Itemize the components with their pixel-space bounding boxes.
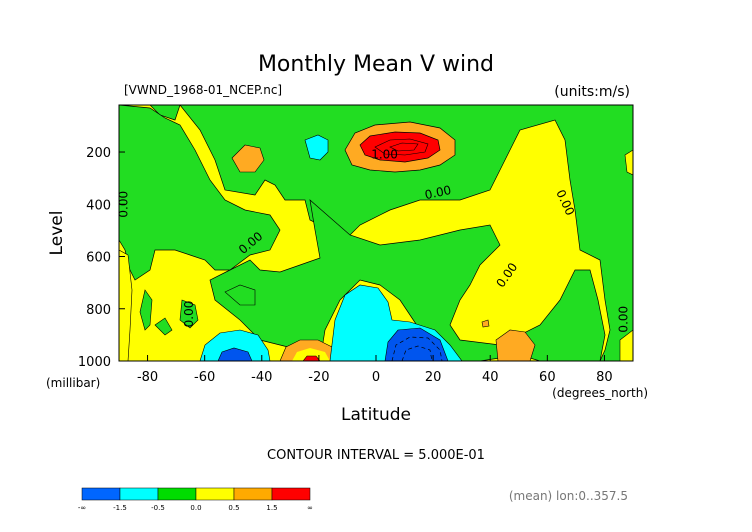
colorbar-swatch <box>271 487 311 501</box>
contour-jet-2 <box>389 142 419 152</box>
x-tick-label: -80 <box>137 370 158 385</box>
footer-text: (mean) lon:0..357.5 <box>509 489 628 503</box>
field-green-spot-d <box>224 284 256 306</box>
colorbar: -∞ -1.5 -0.5 0.0 0.5 1.5 ∞ <box>78 487 313 512</box>
field-yellow-left <box>119 249 133 361</box>
contour-dashed-b <box>401 345 433 361</box>
colorbar-label: 0.5 <box>228 504 239 512</box>
colorbar-label: ∞ <box>307 504 313 512</box>
x-tick-label: -60 <box>194 370 215 385</box>
field-green-mid <box>209 199 606 361</box>
contour-interval-text: CONTOUR INTERVAL = 5.000E-01 <box>267 448 485 463</box>
x-tick-label: 60 <box>539 370 556 385</box>
y-tick-label: 800 <box>86 303 111 318</box>
field-green-spot-c <box>154 317 173 336</box>
field-yellow-bottom-right <box>619 329 633 361</box>
field-orange-small <box>481 319 490 328</box>
contour-label: 1.00 <box>371 148 398 162</box>
field-yellow-in-orange <box>292 348 330 361</box>
field-cyan-top <box>304 134 329 161</box>
x-tick-label: -40 <box>251 370 272 385</box>
x-tick-label: 0 <box>372 370 380 385</box>
y-units-label: (millibar) <box>46 376 100 390</box>
y-tick-label: 200 <box>86 146 111 161</box>
field-orange-upper-left <box>231 144 265 173</box>
plot-area: 0.000.000.001.000.000.000.000.00 <box>119 105 633 361</box>
x-units-label: (degrees_north) <box>552 386 648 400</box>
colorbar-label: -0.5 <box>151 504 165 512</box>
colorbar-label: -1.5 <box>113 504 127 512</box>
units-label: (units:m/s) <box>554 84 630 100</box>
x-axis: -80 -60 -40 -20 0 20 40 60 80 <box>137 355 613 385</box>
y-axis: 200 400 600 800 1000 <box>78 146 125 370</box>
colorbar-swatch <box>233 487 273 501</box>
chart-title: Monthly Mean V wind <box>258 52 494 77</box>
field-green-left <box>119 105 281 281</box>
colorbar-swatch <box>157 487 197 501</box>
contour-label: 0.00 <box>616 306 630 333</box>
colorbar-label: 0.0 <box>190 504 201 512</box>
y-tick-label: 600 <box>86 251 111 266</box>
x-tick-label: 40 <box>482 370 499 385</box>
contour-jet-1 <box>374 138 429 156</box>
x-axis-title: Latitude <box>341 405 411 425</box>
colorbar-label: -∞ <box>78 504 86 512</box>
y-axis-title: Level <box>47 211 67 256</box>
y-tick-label: 400 <box>86 198 111 213</box>
field-blue-bottom-left <box>217 347 253 361</box>
field-yellow-right <box>624 149 633 176</box>
colorbar-swatch <box>195 487 235 501</box>
file-label: [VWND_1968-01_NCEP.nc] <box>124 83 282 97</box>
field-red-jet <box>359 131 441 163</box>
field-green-spot-b <box>179 299 199 329</box>
field-green-spot-a <box>139 289 153 331</box>
contour-label: 0.00 <box>423 183 452 202</box>
y-tick-label: 1000 <box>78 355 111 370</box>
field-blue-center <box>384 327 449 361</box>
contour-label: 0.00 <box>182 301 196 328</box>
colorbar-swatch <box>81 487 121 501</box>
colorbar-label: 1.5 <box>266 504 277 512</box>
x-tick-label: 80 <box>596 370 613 385</box>
x-tick-label: 20 <box>425 370 442 385</box>
field-orange-right <box>495 329 536 361</box>
field-cyan-bottom-left <box>199 329 271 361</box>
field-red-bottom-left <box>302 355 321 361</box>
colorbar-swatch <box>119 487 159 501</box>
x-tick-label: -20 <box>308 370 329 385</box>
